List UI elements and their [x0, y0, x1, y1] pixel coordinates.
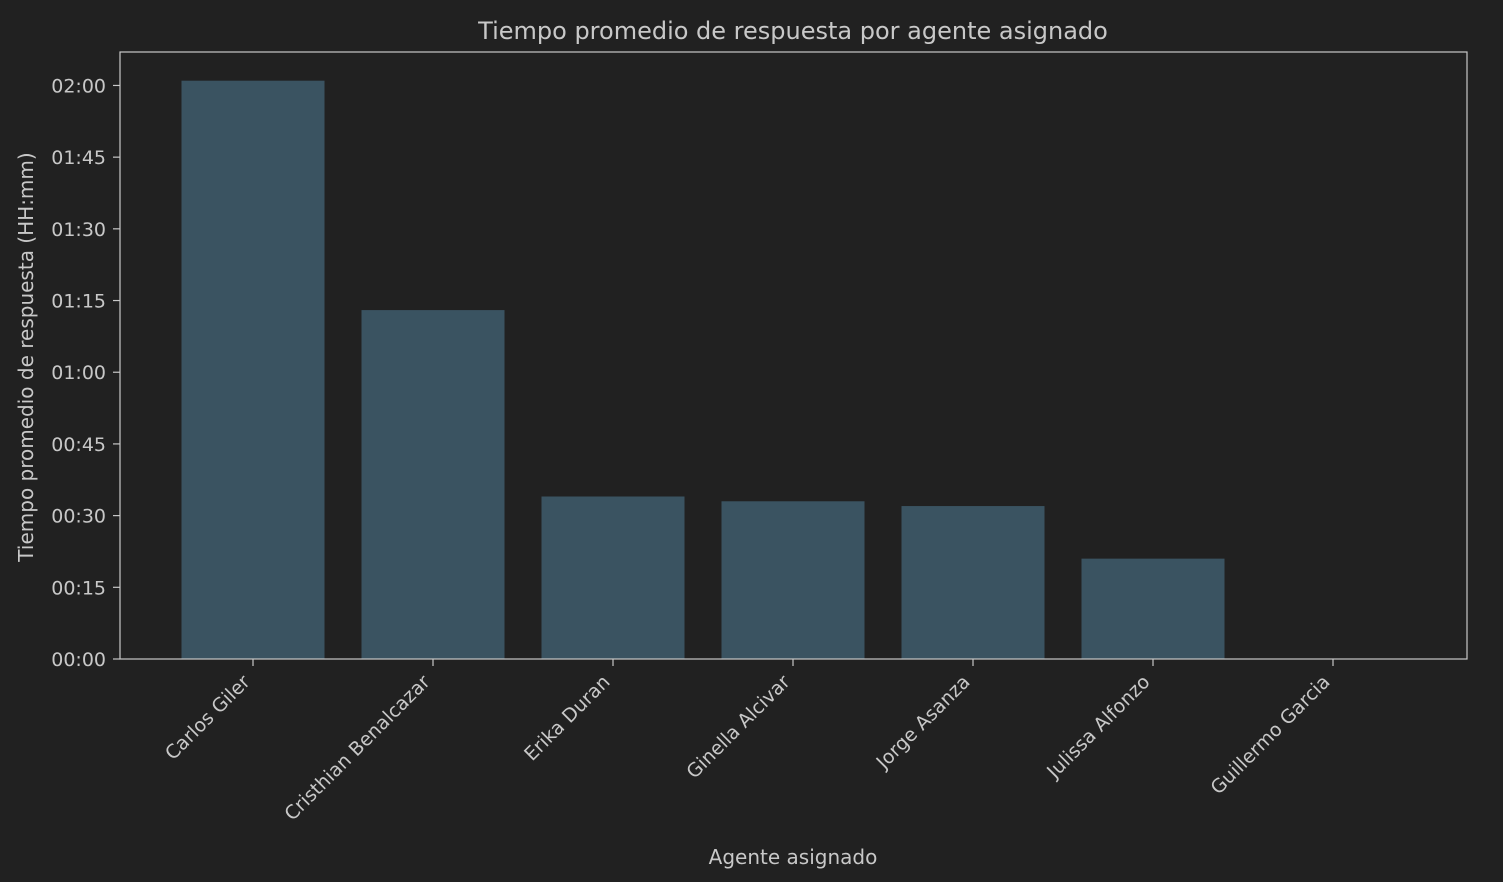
y-tick-label: 00:00 [51, 649, 106, 671]
bar-ginella-alcivar [721, 501, 865, 659]
x-tick-label: Guillermo Garcia [1206, 671, 1334, 799]
y-tick-label: 01:30 [51, 219, 106, 241]
bar-carlos-giler [181, 80, 325, 659]
x-tick-label: Carlos Giler [161, 671, 255, 765]
y-tick-label: 00:30 [51, 506, 106, 528]
chart-title: Tiempo promedio de respuesta por agente … [477, 17, 1108, 45]
x-tick-label: Jorge Asanza [872, 671, 975, 774]
y-tick-label: 00:45 [51, 434, 106, 456]
bars-layer [181, 80, 1225, 659]
bar-jorge-asanza [901, 506, 1045, 659]
y-tick-label: 02:00 [51, 75, 106, 97]
x-tick-label: Cristhian Benalcazar [280, 671, 434, 825]
y-tick-label: 01:45 [51, 147, 106, 169]
y-axis-label: Tiempo promedio de respuesta (HH:mm) [14, 152, 38, 562]
bar-erika-duran [541, 496, 685, 659]
y-tick-label: 01:00 [51, 362, 106, 384]
x-tick-label: Ginella Alcivar [682, 671, 794, 783]
x-tick-label: Julissa Alfonzo [1042, 671, 1154, 783]
y-tick-label: 01:15 [51, 291, 106, 313]
y-tick-label: 00:15 [51, 577, 106, 599]
bar-julissa-alfonzo [1081, 558, 1225, 659]
x-axis-label: Agente asignado [709, 845, 878, 869]
bar-cristhian-benalcazar [361, 310, 505, 659]
x-tick-label: Erika Duran [520, 671, 614, 765]
